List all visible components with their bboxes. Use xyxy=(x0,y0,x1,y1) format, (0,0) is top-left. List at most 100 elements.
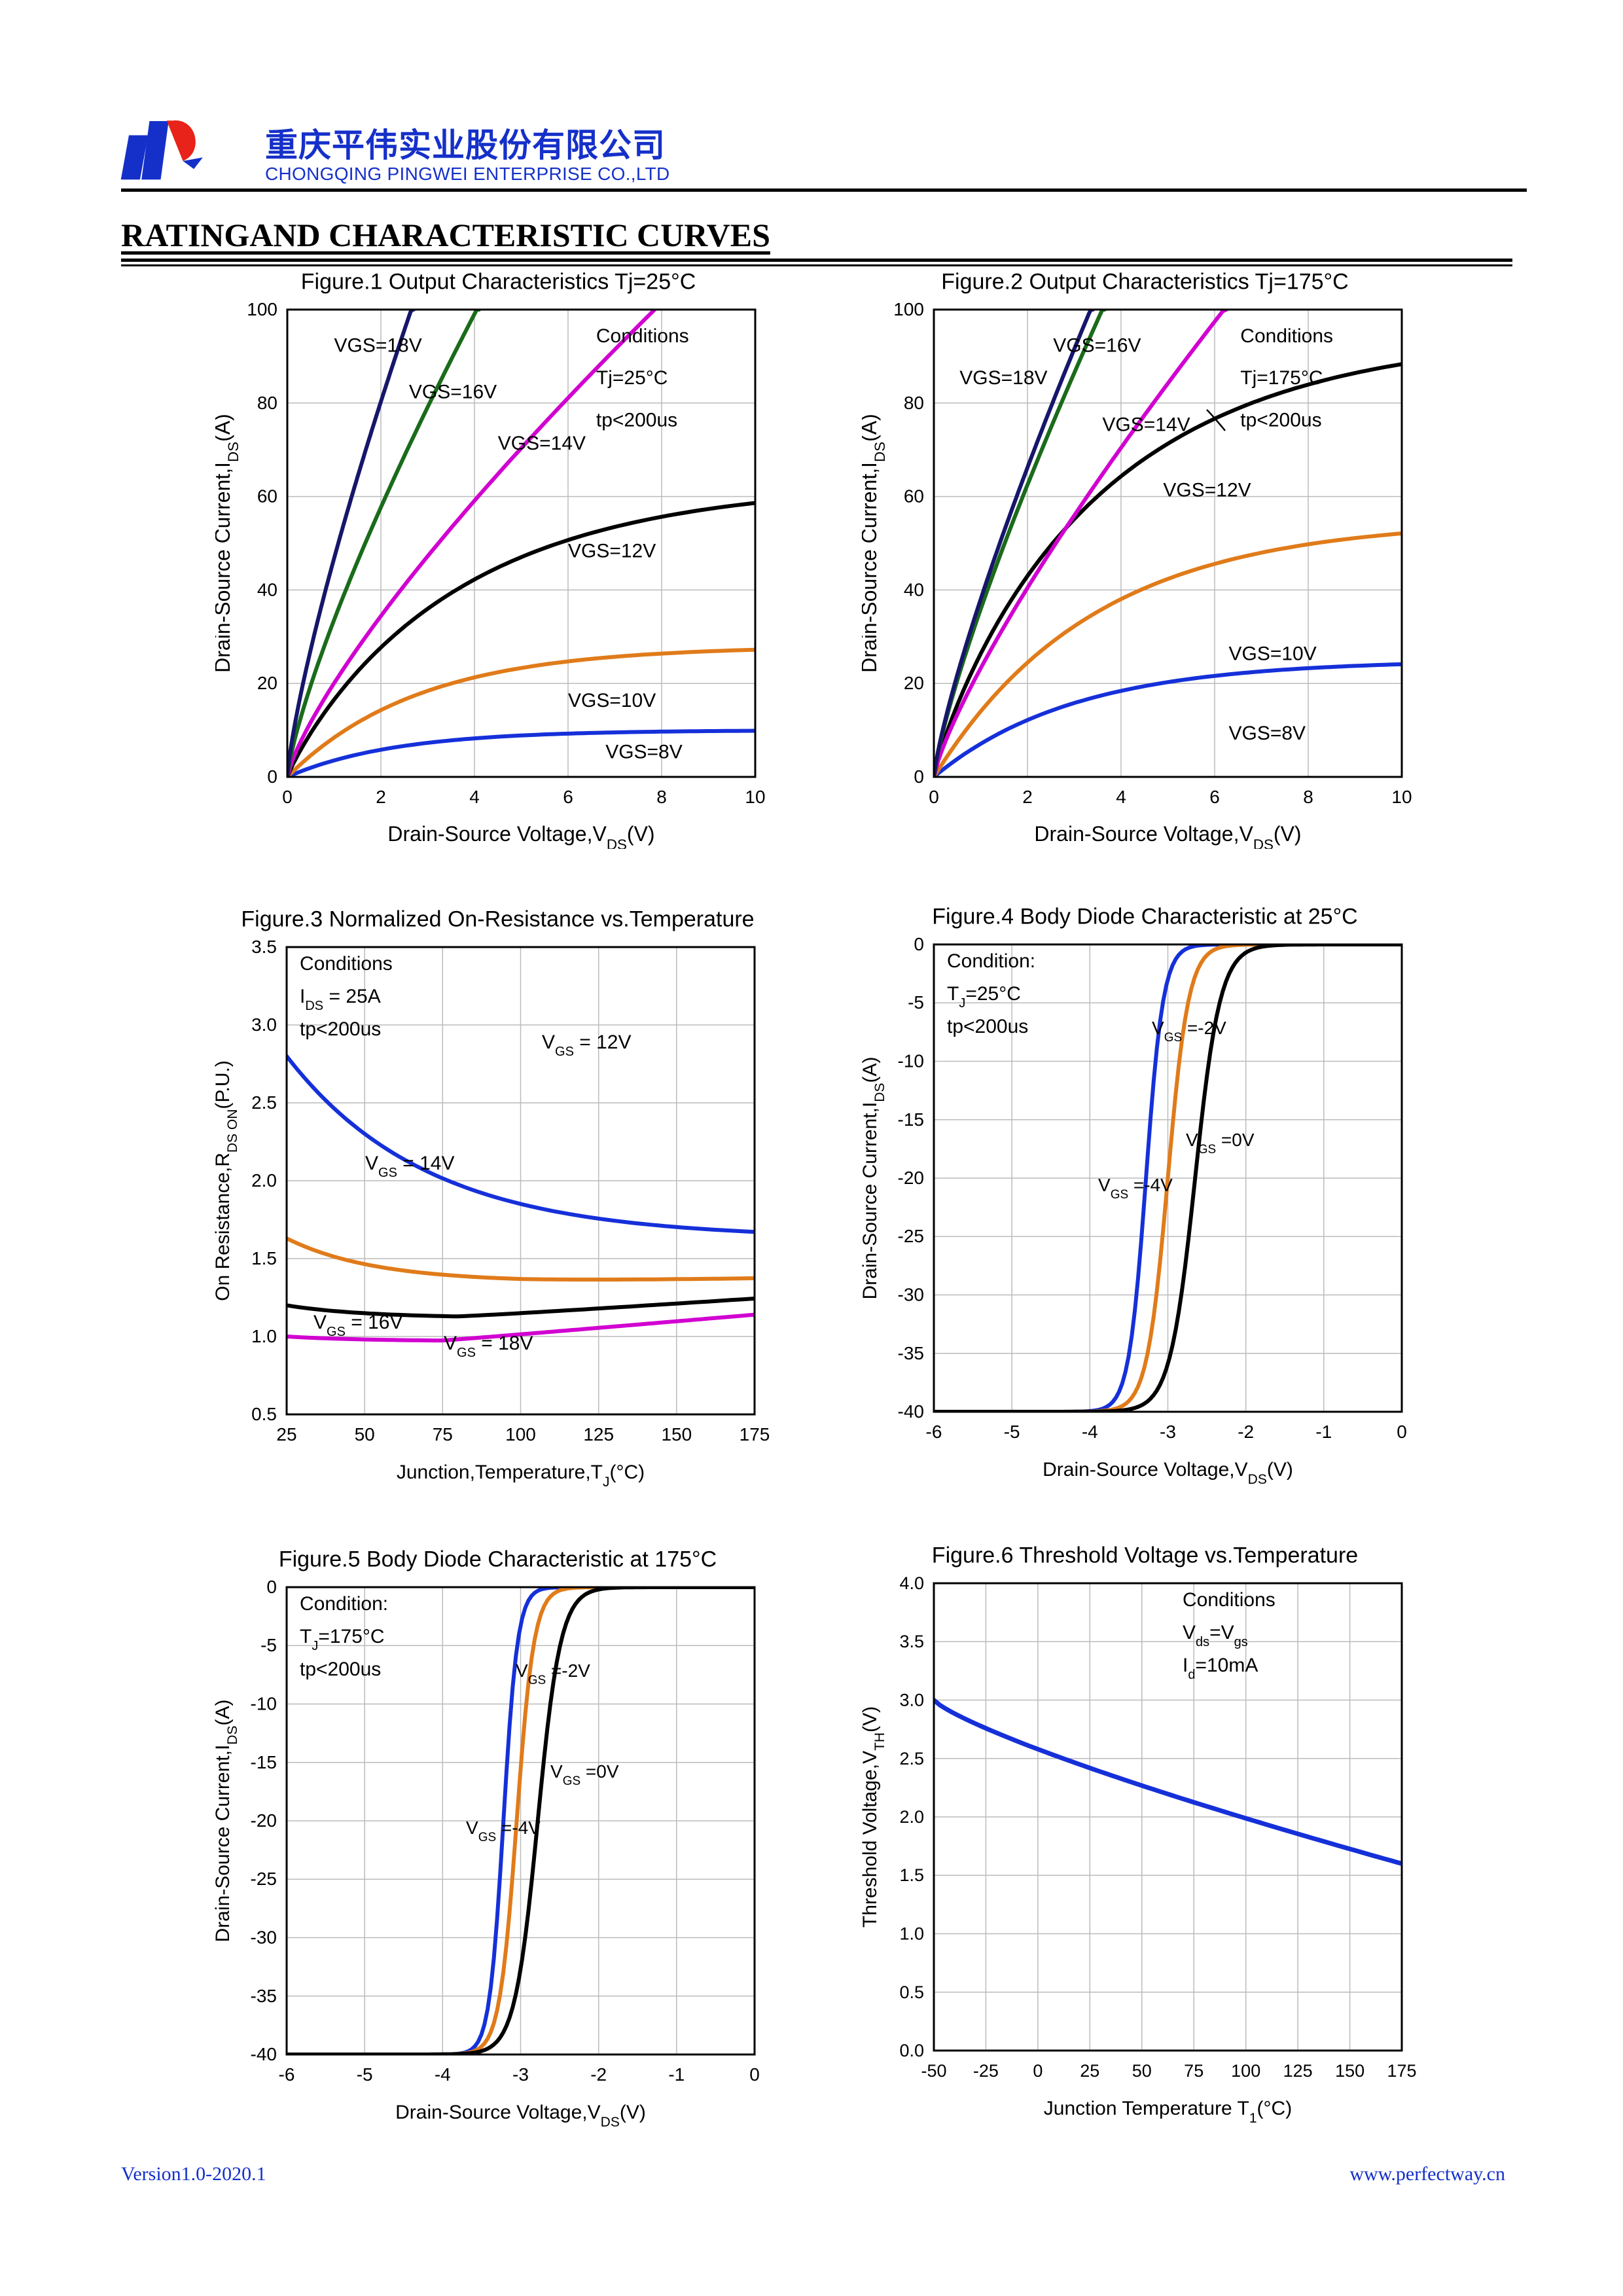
svg-text:2.0: 2.0 xyxy=(251,1170,277,1191)
svg-text:175: 175 xyxy=(740,1424,770,1444)
svg-text:Conditions: Conditions xyxy=(1240,325,1333,347)
svg-text:1.0: 1.0 xyxy=(899,1924,924,1944)
svg-text:VGS = 16V: VGS = 16V xyxy=(313,1312,403,1339)
svg-text:-35: -35 xyxy=(898,1343,924,1363)
svg-text:Figure.1 Output Characteristi: Figure.1 Output Characteristics Tj=25°C xyxy=(301,270,696,295)
svg-text:-2: -2 xyxy=(590,2064,607,2085)
svg-text:0: 0 xyxy=(749,2064,760,2085)
svg-text:100: 100 xyxy=(1231,2061,1260,2081)
svg-text:1.5: 1.5 xyxy=(899,1865,924,1885)
svg-text:40: 40 xyxy=(904,579,924,600)
svg-text:VGS =-4V: VGS =-4V xyxy=(1098,1175,1173,1202)
svg-text:0: 0 xyxy=(266,1577,277,1597)
svg-text:8: 8 xyxy=(656,787,667,807)
svg-text:20: 20 xyxy=(904,673,924,693)
svg-text:VGS=18V: VGS=18V xyxy=(334,334,422,356)
svg-text:0.0: 0.0 xyxy=(899,2041,924,2060)
svg-text:3.0: 3.0 xyxy=(899,1691,924,1710)
svg-text:tp<200us: tp<200us xyxy=(596,410,677,431)
svg-text:100: 100 xyxy=(247,299,277,319)
svg-text:4.0: 4.0 xyxy=(899,1573,924,1593)
svg-text:VGS =-2V: VGS =-2V xyxy=(1152,1018,1226,1045)
svg-text:-5: -5 xyxy=(357,2064,373,2085)
svg-text:VGS=10V: VGS=10V xyxy=(1229,643,1317,665)
svg-text:-2: -2 xyxy=(1238,1422,1254,1442)
svg-text:tp<200us: tp<200us xyxy=(300,1659,381,1680)
svg-text:0.5: 0.5 xyxy=(899,1982,924,2002)
svg-text:-25: -25 xyxy=(251,1869,277,1889)
svg-text:80: 80 xyxy=(904,393,924,413)
svg-text:VGS=14V: VGS=14V xyxy=(498,433,586,454)
svg-text:TJ=25°C: TJ=25°C xyxy=(947,983,1021,1011)
svg-text:VGS=14V: VGS=14V xyxy=(1102,414,1190,436)
svg-text:60: 60 xyxy=(904,486,924,507)
svg-text:3.0: 3.0 xyxy=(251,1014,277,1035)
svg-text:-6: -6 xyxy=(926,1422,942,1442)
svg-text:Tj=175°C: Tj=175°C xyxy=(1240,367,1323,389)
svg-text:2.0: 2.0 xyxy=(899,1807,924,1827)
svg-text:-15: -15 xyxy=(251,1752,277,1772)
svg-text:Drain-Source Voltage,VDS(V): Drain-Source Voltage,VDS(V) xyxy=(1043,1459,1293,1484)
svg-text:tp<200us: tp<200us xyxy=(1240,410,1321,431)
svg-text:VGS=16V: VGS=16V xyxy=(409,382,497,403)
svg-text:10: 10 xyxy=(1391,787,1412,807)
svg-text:Drain-Source Current,IDS(A): Drain-Source Current,IDS(A) xyxy=(215,1700,240,1943)
svg-text:60: 60 xyxy=(257,486,277,507)
svg-text:4: 4 xyxy=(469,787,480,807)
svg-text:On Resistance,RDS ON(P.U.): On Resistance,RDS ON(P.U.) xyxy=(215,1060,240,1301)
svg-text:VGS=8V: VGS=8V xyxy=(605,741,683,762)
svg-text:0: 0 xyxy=(914,934,924,954)
svg-text:50: 50 xyxy=(355,1424,375,1444)
svg-text:2.5: 2.5 xyxy=(251,1092,277,1113)
svg-text:-10: -10 xyxy=(898,1051,924,1071)
svg-text:0: 0 xyxy=(1397,1422,1407,1442)
svg-text:-5: -5 xyxy=(908,992,924,1013)
svg-text:-20: -20 xyxy=(251,1810,277,1831)
svg-text:-50: -50 xyxy=(921,2061,946,2081)
svg-text:0: 0 xyxy=(1033,2061,1043,2081)
svg-text:Figure.2 Output Characteristi: Figure.2 Output Characteristics Tj=175°C xyxy=(941,270,1348,295)
svg-text:0: 0 xyxy=(282,787,293,807)
svg-text:Vds=Vgs: Vds=Vgs xyxy=(1183,1622,1248,1649)
svg-text:25: 25 xyxy=(276,1424,296,1444)
svg-text:150: 150 xyxy=(661,1424,692,1444)
svg-text:3.5: 3.5 xyxy=(251,937,277,957)
svg-text:-4: -4 xyxy=(435,2064,451,2085)
svg-text:Condition:: Condition: xyxy=(300,1593,388,1615)
svg-text:75: 75 xyxy=(1184,2061,1204,2081)
svg-text:1.5: 1.5 xyxy=(251,1248,277,1268)
svg-text:VGS=12V: VGS=12V xyxy=(1163,480,1251,501)
svg-text:2: 2 xyxy=(1022,787,1033,807)
svg-text:-6: -6 xyxy=(279,2064,295,2085)
svg-text:tp<200us: tp<200us xyxy=(947,1016,1028,1037)
svg-text:1.0: 1.0 xyxy=(251,1326,277,1346)
svg-text:80: 80 xyxy=(257,393,277,413)
svg-text:0: 0 xyxy=(914,766,924,787)
svg-text:-40: -40 xyxy=(898,1401,924,1422)
svg-text:0: 0 xyxy=(267,766,277,787)
svg-text:VGS=16V: VGS=16V xyxy=(1053,334,1141,356)
svg-text:100: 100 xyxy=(893,299,924,319)
svg-text:TJ=175°C: TJ=175°C xyxy=(300,1626,385,1653)
svg-text:Drain-Source Voltage,VDS(V): Drain-Source Voltage,VDS(V) xyxy=(1034,822,1301,849)
svg-text:Drain-Source Voltage,VDS(V): Drain-Source Voltage,VDS(V) xyxy=(395,2102,646,2126)
svg-text:Tj=25°C: Tj=25°C xyxy=(596,367,668,389)
svg-text:Figure.6 Threshold Voltage vs.: Figure.6 Threshold Voltage vs.Temperatur… xyxy=(932,1543,1358,1568)
svg-text:-35: -35 xyxy=(251,1986,277,2006)
svg-text:Drain-Source Current,IDS(A): Drain-Source Current,IDS(A) xyxy=(862,414,888,673)
svg-text:Figure.5 Body Diode Characteri: Figure.5 Body Diode Characteristic at 17… xyxy=(279,1547,717,1572)
svg-text:4: 4 xyxy=(1116,787,1126,807)
svg-text:0: 0 xyxy=(929,787,939,807)
svg-text:150: 150 xyxy=(1335,2061,1364,2081)
svg-text:40: 40 xyxy=(257,579,277,600)
svg-text:VGS=10V: VGS=10V xyxy=(568,690,656,711)
svg-text:Conditions: Conditions xyxy=(596,325,689,347)
svg-text:100: 100 xyxy=(505,1424,536,1444)
svg-text:tp<200us: tp<200us xyxy=(300,1018,381,1040)
svg-text:Conditions: Conditions xyxy=(300,953,393,975)
svg-text:-5: -5 xyxy=(260,1635,277,1655)
svg-text:6: 6 xyxy=(1209,787,1220,807)
svg-text:2: 2 xyxy=(376,787,386,807)
svg-text:-5: -5 xyxy=(1004,1422,1020,1442)
svg-text:Drain-Source Current,IDS(A): Drain-Source Current,IDS(A) xyxy=(862,1057,887,1300)
